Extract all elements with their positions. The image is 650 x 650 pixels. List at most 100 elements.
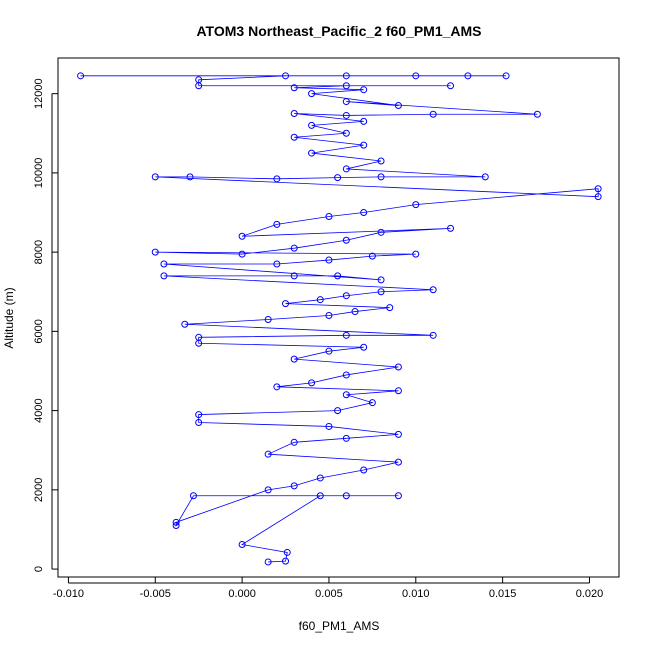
data-point — [238, 232, 246, 240]
data-point — [316, 296, 324, 304]
data-point — [181, 320, 189, 328]
data-point — [308, 90, 316, 98]
data-point — [308, 121, 316, 129]
data-point — [186, 173, 194, 181]
y-tick-label: 4000 — [33, 398, 45, 422]
data-point — [325, 256, 333, 264]
y-tick-label: 12000 — [33, 78, 45, 109]
data-point — [412, 250, 420, 258]
data-point — [342, 331, 350, 339]
data-point — [594, 193, 602, 201]
y-tick-label: 8000 — [33, 240, 45, 264]
data-point — [342, 82, 350, 90]
x-axis-label: f60_PM1_AMS — [299, 619, 380, 633]
data-point — [394, 458, 402, 466]
data-point — [283, 548, 291, 556]
data-point — [377, 276, 385, 284]
y-tick-label: 2000 — [33, 478, 45, 502]
y-tick-label: 6000 — [33, 319, 45, 343]
data-point — [342, 292, 350, 300]
series-points — [77, 72, 602, 566]
data-point — [342, 165, 350, 173]
data-point — [273, 220, 281, 228]
data-point — [360, 86, 368, 94]
data-point — [412, 201, 420, 209]
data-point — [594, 185, 602, 193]
data-point — [429, 110, 437, 118]
data-point — [172, 521, 180, 529]
data-point — [195, 418, 203, 426]
data-point — [502, 72, 510, 80]
data-point — [394, 492, 402, 500]
data-point — [316, 492, 324, 500]
data-point — [290, 84, 298, 92]
data-point — [351, 308, 359, 316]
x-tick-label: 0.020 — [576, 588, 604, 600]
data-point — [264, 315, 272, 323]
data-point — [342, 72, 350, 80]
series-line — [80, 75, 599, 563]
data-point — [412, 72, 420, 80]
data-point — [151, 173, 159, 181]
y-axis-label: Altitude (m) — [2, 287, 16, 348]
x-axis: -0.010 -0.005 0.000 0.005 0.010 0.015 0.020 — [53, 577, 603, 600]
data-point — [238, 541, 246, 549]
data-point — [377, 173, 385, 181]
data-point — [334, 174, 342, 182]
data-point — [377, 228, 385, 236]
data-point — [290, 109, 298, 117]
y-axis: 0 2000 4000 6000 8000 10000 12000 — [33, 78, 58, 572]
data-point — [386, 304, 394, 312]
data-point — [481, 173, 489, 181]
x-tick-label: -0.005 — [140, 588, 171, 600]
x-tick-label: 0.000 — [228, 588, 256, 600]
data-point — [360, 466, 368, 474]
data-point — [290, 438, 298, 446]
data-point — [264, 558, 272, 566]
data-point — [394, 102, 402, 110]
x-tick-label: -0.010 — [53, 588, 84, 600]
data-point — [360, 343, 368, 351]
series-lines — [80, 75, 599, 563]
data-point — [282, 557, 290, 565]
data-point — [377, 157, 385, 165]
data-point — [282, 72, 290, 80]
y-tick-label: 10000 — [33, 158, 45, 189]
data-point — [360, 141, 368, 149]
data-point — [342, 434, 350, 442]
data-point — [195, 76, 203, 84]
data-point — [368, 399, 376, 407]
data-point — [342, 492, 350, 500]
data-point — [189, 492, 197, 500]
data-point — [264, 450, 272, 458]
data-point — [290, 244, 298, 252]
data-point — [290, 355, 298, 363]
data-point — [325, 347, 333, 355]
data-point — [334, 272, 342, 280]
data-point — [429, 331, 437, 339]
data-point — [195, 411, 203, 419]
data-point — [325, 422, 333, 430]
data-point — [282, 300, 290, 308]
x-tick-label: 0.005 — [315, 588, 343, 600]
data-point — [290, 133, 298, 141]
data-point — [394, 387, 402, 395]
data-point — [325, 212, 333, 220]
data-point — [308, 149, 316, 157]
data-point — [195, 333, 203, 341]
data-point — [360, 209, 368, 217]
plot-frame — [57, 57, 620, 578]
data-point — [273, 260, 281, 268]
data-point — [447, 224, 455, 232]
data-point — [273, 383, 281, 391]
data-point — [533, 110, 541, 118]
data-point — [316, 474, 324, 482]
data-point — [308, 379, 316, 387]
data-point — [360, 117, 368, 125]
data-point — [394, 363, 402, 371]
data-point — [342, 236, 350, 244]
x-tick-label: 0.010 — [402, 588, 430, 600]
data-point — [325, 312, 333, 320]
data-point — [160, 272, 168, 280]
